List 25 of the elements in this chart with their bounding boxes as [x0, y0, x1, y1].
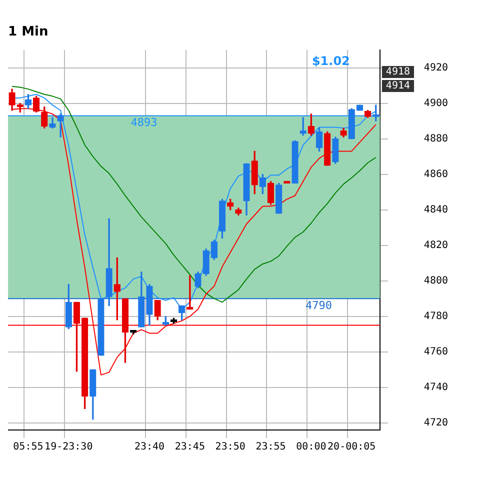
y-tick-label: 4920: [424, 62, 448, 74]
y-tick-label: 4840: [424, 204, 448, 216]
x-tick-label: 23:40: [134, 442, 165, 453]
x-tick-label: 23:45: [174, 442, 205, 453]
x-tick-label: 23:55: [256, 442, 286, 453]
x-tick-label: 00:00: [296, 442, 326, 453]
y-tick-label: 4900: [424, 98, 448, 109]
x-tick-label: 20-00:05: [328, 442, 376, 453]
y-tick-label: 4720: [424, 417, 448, 428]
x-tick-label: 19-23:30: [44, 442, 93, 453]
x-tick-label: 23:50: [215, 442, 246, 453]
y-tick-label: 4860: [424, 168, 448, 180]
text: 4918: [386, 66, 410, 78]
chart-title: 1 Min: [8, 24, 48, 40]
y-tick-label: 4880: [424, 133, 448, 144]
y-tick-label: 4740: [424, 382, 448, 393]
text: 4914: [386, 80, 410, 92]
y-tick-label: 4780: [424, 310, 448, 322]
ref-line-label: 4790: [306, 298, 332, 312]
x-tick-label: 05:55: [13, 442, 44, 453]
y-tick-label: 4760: [424, 346, 448, 358]
annotation: $1.02: [312, 54, 350, 68]
y-tick-label: 4820: [424, 240, 448, 251]
y-tick-label: 4800: [424, 275, 448, 286]
ref-line-label: 4893: [130, 116, 158, 130]
